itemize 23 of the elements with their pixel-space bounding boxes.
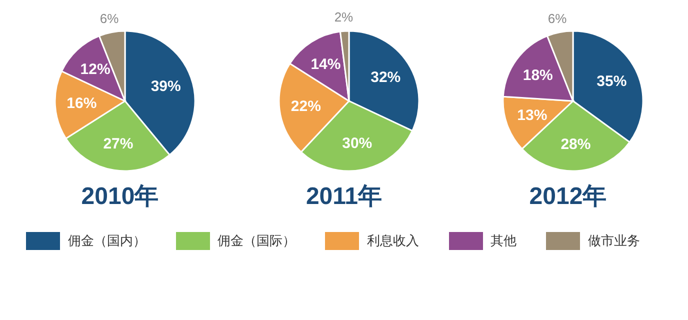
data-label: 12%: [80, 60, 110, 78]
legend-label: 佣金（国内）: [68, 232, 146, 250]
data-label: 39%: [150, 78, 181, 95]
text: 2011年: [306, 182, 382, 212]
data-label: 13%: [517, 107, 548, 124]
legend-label: 其他: [490, 232, 516, 250]
data-label: 6%: [548, 10, 568, 26]
data-label: 16%: [66, 95, 97, 112]
data-label: 27%: [103, 135, 134, 152]
data-label: 32%: [370, 69, 401, 86]
data-label: 2%: [334, 10, 354, 25]
data-label: 35%: [596, 72, 627, 90]
data-label: 6%: [100, 10, 120, 26]
data-label: 28%: [560, 136, 591, 153]
legend-label: 利息收入: [367, 232, 419, 250]
data-label: 18%: [522, 66, 553, 84]
legend-label: 做市业务: [588, 232, 640, 250]
text: 2010年: [81, 182, 159, 212]
data-label: 30%: [342, 135, 372, 152]
data-label: 14%: [310, 56, 341, 73]
legend-label: 佣金（国际）: [218, 232, 296, 250]
data-label: 22%: [290, 98, 321, 115]
text: 2012年: [529, 182, 607, 212]
